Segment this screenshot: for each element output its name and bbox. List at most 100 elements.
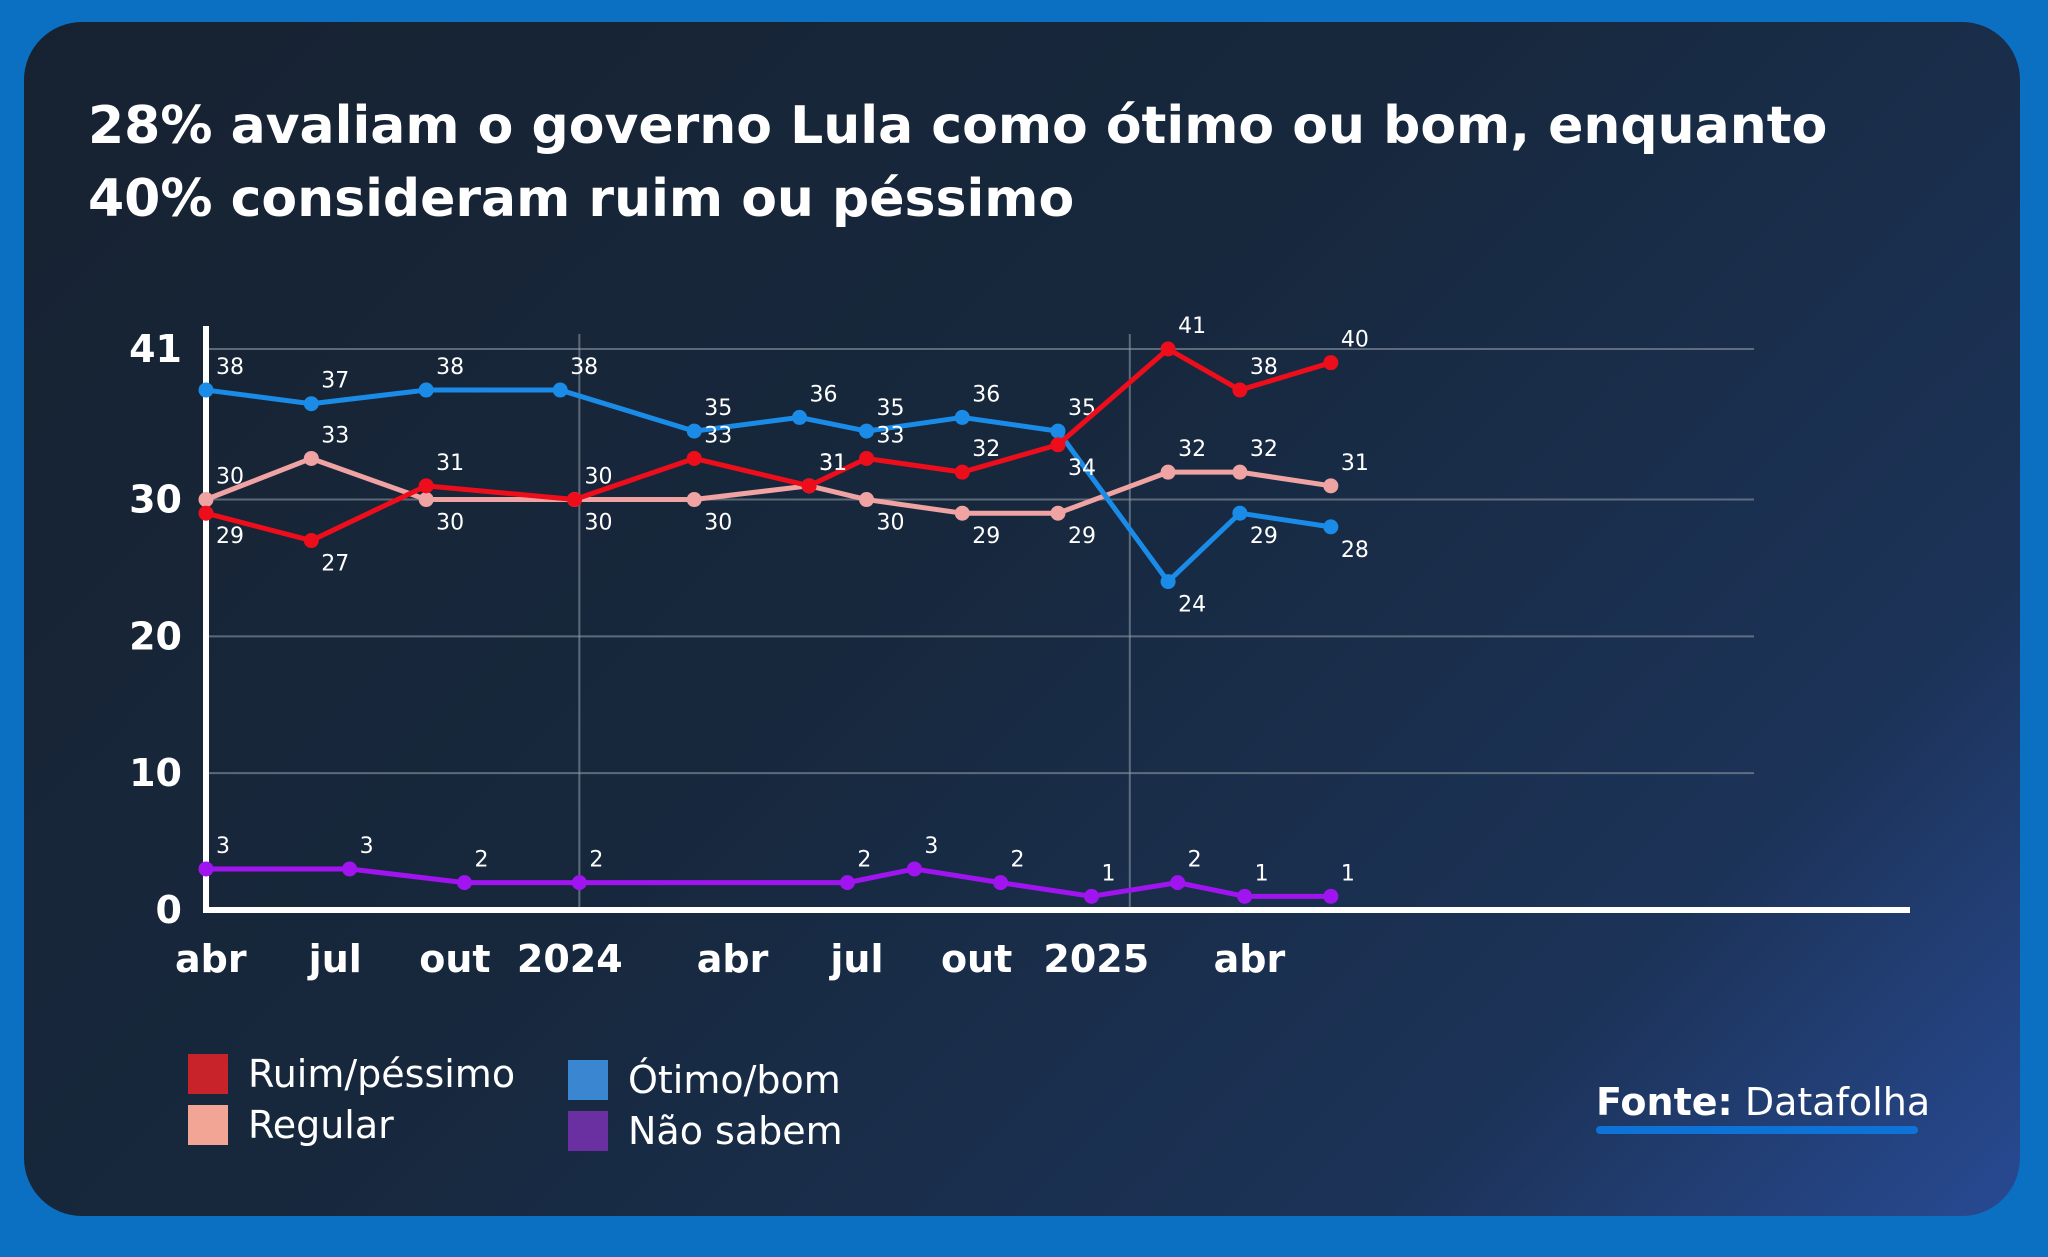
data-label: 38 (1250, 355, 1278, 380)
legend-swatch-nao-sabem (568, 1111, 608, 1151)
data-label: 38 (570, 355, 598, 380)
data-point (1232, 464, 1248, 480)
data-label: 40 (1341, 328, 1369, 353)
data-point (686, 450, 702, 466)
data-label: 24 (1178, 593, 1206, 618)
legend-swatch-regular (188, 1105, 228, 1145)
data-point (1232, 505, 1248, 521)
data-label: 2 (1188, 848, 1202, 873)
data-point (839, 875, 855, 891)
legend-label-nao-sabem: Não sabem (628, 1109, 843, 1153)
data-point (954, 409, 970, 425)
data-label: 30 (704, 511, 732, 536)
x-tick-label: out (941, 937, 1012, 981)
data-label: 38 (436, 355, 464, 380)
data-label: 32 (1178, 437, 1206, 462)
y-tick-label: 10 (129, 751, 182, 795)
x-tick-label: jul (828, 937, 883, 981)
data-point (1160, 464, 1176, 480)
data-label: 32 (972, 437, 1000, 462)
source-credit: Fonte: Datafolha (1596, 1080, 1930, 1124)
data-point (571, 875, 587, 891)
series-line (203, 346, 1334, 544)
legend-item-nao-sabem: Não sabem (568, 1109, 843, 1153)
data-label: 3 (924, 834, 938, 859)
data-label: 31 (819, 451, 847, 476)
chart-title: 28% avaliam o governo Lula como ótimo ou… (88, 96, 1828, 229)
legend-label-ruim: Ruim/péssimo (248, 1052, 516, 1096)
data-label: 31 (436, 451, 464, 476)
data-point (1160, 341, 1176, 357)
data-point (993, 875, 1009, 891)
data-label: 33 (321, 423, 349, 448)
data-label: 2 (589, 848, 603, 873)
legend-label-regular: Regular (248, 1103, 394, 1147)
x-tick-label: abr (1214, 937, 1286, 981)
data-point (1050, 505, 1066, 521)
y-tick-label: 41 (129, 327, 182, 371)
data-point (198, 492, 214, 508)
source-underline (1596, 1126, 1918, 1134)
data-label: 30 (585, 511, 613, 536)
series-line (203, 866, 1334, 899)
data-label: 29 (216, 524, 244, 549)
data-label: 29 (1250, 524, 1278, 549)
legend-item-otimo: Ótimo/bom (568, 1058, 841, 1102)
data-label: 36 (810, 382, 838, 407)
x-tick-label: 2024 (517, 937, 623, 981)
data-point (1323, 519, 1339, 535)
data-point (1237, 888, 1253, 904)
data-point (303, 396, 319, 412)
data-label: 29 (972, 524, 1000, 549)
data-point (567, 492, 583, 508)
data-point (1323, 355, 1339, 371)
data-label: 2 (1011, 848, 1025, 873)
source-name: Datafolha (1744, 1080, 1931, 1124)
data-label: 1 (1102, 861, 1116, 886)
series-n-o-sabem: 3 3 2 2 2 3 2 1 2 1 1 (198, 834, 1355, 904)
data-label: 33 (704, 423, 732, 448)
y-tick-label: 30 (129, 478, 182, 522)
data-label: 35 (877, 396, 905, 421)
data-point (859, 423, 875, 439)
data-label: 31 (1341, 451, 1369, 476)
data-point (792, 409, 808, 425)
x-tick-label: abr (175, 937, 247, 981)
data-label: 28 (1341, 538, 1369, 563)
data-label: 27 (321, 552, 349, 577)
data-point (552, 382, 568, 398)
series-line (203, 455, 1334, 516)
data-point (1084, 888, 1100, 904)
legend-swatch-otimo (568, 1060, 608, 1100)
x-tick-label: jul (307, 937, 362, 981)
data-point (1050, 423, 1066, 439)
data-point (1323, 478, 1339, 494)
data-point (954, 464, 970, 480)
data-point (456, 875, 472, 891)
series-line (203, 387, 1334, 585)
data-label: 30 (436, 511, 464, 536)
series-ruim-p-ssimo: 29 27 31 30 33 31 33 32 34 41 38 40 (198, 314, 1369, 577)
y-tick-label: 20 (129, 614, 182, 658)
data-point (198, 382, 214, 398)
y-tick-label: 0 (156, 888, 182, 932)
data-label: 35 (704, 396, 732, 421)
legend-item-regular: Regular (188, 1103, 394, 1147)
data-point (954, 505, 970, 521)
legend-swatch-ruim (188, 1054, 228, 1094)
data-label: 38 (216, 355, 244, 380)
data-label: 41 (1178, 314, 1206, 339)
data-point (801, 478, 817, 494)
data-point (859, 450, 875, 466)
data-point (418, 492, 434, 508)
data-point (686, 492, 702, 508)
data-point (198, 505, 214, 521)
chart-card: 28% avaliam o governo Lula como ótimo ou… (24, 22, 2020, 1216)
legend-item-ruim: Ruim/péssimo (188, 1052, 515, 1096)
data-point (198, 861, 214, 877)
data-label: 36 (972, 382, 1000, 407)
data-point (1050, 437, 1066, 453)
data-label: 29 (1068, 524, 1096, 549)
data-label: 37 (321, 369, 349, 394)
